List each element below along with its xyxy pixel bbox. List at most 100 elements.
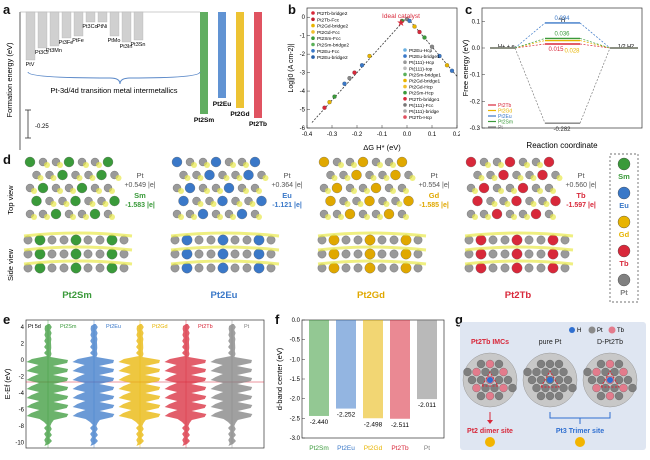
- panel-e-ylabel: E-Ef (eV): [3, 368, 12, 399]
- d-legend-text: Pt: [620, 288, 628, 297]
- b-legend-marker: [311, 36, 315, 40]
- e-label: Pt 5d: [28, 324, 41, 330]
- e-label: Pt2Eu: [106, 324, 121, 330]
- b-legend-marker: [403, 90, 407, 95]
- b-legend-text: Pt2Eu-bridge1: [409, 54, 440, 60]
- d-pt-charge: +0.549 |e|: [124, 182, 155, 189]
- panel-a-caption: Pt-3d/4d transition metal intermetallics: [50, 86, 177, 95]
- b-ytick: -1: [300, 34, 306, 40]
- f-bar-value: -2.440: [310, 419, 329, 426]
- b-legend-text: Pt(111)-Fcc: [409, 103, 434, 109]
- g-emoji-left: [485, 437, 495, 447]
- c-yticks: 0.1 0.0 -0.1 -0.2 -0.3: [470, 19, 485, 132]
- b-xtick: 0.1: [428, 132, 437, 138]
- ideal-catalyst-label: Ideal catalyst: [382, 13, 420, 20]
- c-value-label: 0.094: [554, 16, 570, 22]
- b-point: [422, 35, 427, 40]
- b-legend-marker: [311, 11, 315, 15]
- f-bar: [417, 320, 437, 400]
- f-ytick: -1.0: [290, 357, 301, 363]
- e-ytick: 2: [21, 342, 25, 348]
- e-ytick: 0: [21, 358, 25, 364]
- panel-a-scale: -0.25: [35, 124, 49, 130]
- d-legend-atom: [617, 157, 631, 171]
- grey-bar: [97, 11, 108, 23]
- b-legend-text: Pt2Tb-Fcc: [317, 17, 340, 23]
- panel-g-label: g: [455, 312, 463, 327]
- f-category: Pt2Eu: [337, 445, 355, 452]
- d-re-label: Eu: [282, 191, 292, 200]
- g-emoji-right: [575, 437, 585, 447]
- d-legend-atom: [617, 186, 631, 200]
- d-legend-atom: [617, 273, 631, 287]
- grey-bar: [61, 11, 72, 39]
- b-legend-marker: [311, 49, 315, 53]
- d-pt-charge: +0.364 |e|: [271, 182, 302, 189]
- b-legend-text: Pt2Sm-bridge1: [409, 72, 441, 78]
- panel-b-label: b: [288, 2, 296, 17]
- grey-bar-label: PtFe: [72, 38, 84, 44]
- b-legend-marker: [403, 103, 407, 107]
- b-legend-marker: [311, 17, 315, 22]
- f-ytick: -3.0: [290, 436, 301, 442]
- panel-f-label: f: [275, 312, 280, 327]
- c-ytick: 0.0: [472, 46, 481, 52]
- grey-bar-label: PtMo: [108, 38, 121, 44]
- d-pt-label: Pt: [136, 171, 144, 180]
- b-legend-marker: [311, 30, 315, 34]
- c-ytick: 0.1: [472, 19, 481, 25]
- e-label: Pt2Gd: [152, 324, 168, 330]
- g-h-atom: [547, 377, 553, 383]
- b-legend-marker: [403, 84, 407, 89]
- d-re-charge: -1.121 |e|: [272, 202, 302, 209]
- panel-c-ylabel: Free energy (eV): [461, 39, 470, 96]
- d-pt-label: Pt: [283, 171, 291, 180]
- grey-bar: [109, 11, 120, 37]
- b-legend-marker: [403, 54, 407, 58]
- g-site-dimer: Pt2 dimer site: [467, 428, 513, 435]
- grey-bar-label: Pt3Cr: [35, 50, 49, 56]
- b-point: [332, 94, 337, 99]
- f-ytick: -2.5: [290, 416, 301, 422]
- panel-a-label: a: [3, 2, 11, 17]
- c-legend-text: Pt: [498, 125, 503, 131]
- f-bar-value: -2.252: [337, 412, 356, 419]
- b-point: [399, 18, 405, 24]
- e-dos: [26, 320, 253, 448]
- g-clusters: [462, 352, 638, 408]
- b-ytick: -4: [300, 89, 306, 95]
- e-ytick: -2: [19, 375, 25, 381]
- e-dos-shape: [72, 324, 115, 446]
- f-ytick: 0.0: [292, 318, 301, 324]
- d-legend-text: Gd: [619, 230, 630, 239]
- c-ytick: -0.1: [470, 73, 481, 79]
- b-legend-left: Pt2Tb-bridge2Pt2Tb-FccPt2Gd-bridge2Pt2Gd…: [311, 11, 349, 61]
- state-h-plus: H+ + e-: [498, 44, 517, 50]
- e-dos-shape: [118, 324, 161, 446]
- rare-bar: [218, 12, 226, 98]
- g-title-imc: Pt2Tb IMCs: [471, 339, 509, 346]
- b-ytick: -3: [300, 71, 306, 77]
- b-xtick: -0.2: [352, 132, 363, 138]
- panel-c-xlabel: Reaction coordinate: [526, 141, 598, 150]
- b-ytick: -2: [300, 52, 306, 58]
- f-bar: [309, 320, 329, 416]
- e-ytick: -6: [19, 408, 25, 414]
- e-label: Pt2Tb: [198, 324, 213, 330]
- d-legend-atom: [617, 244, 631, 258]
- d-compound-name: Pt2Gd: [357, 290, 385, 301]
- b-legend-text: Pt2Eu-Hcp: [409, 48, 433, 54]
- b-legend-marker: [403, 78, 407, 83]
- b-point: [437, 53, 442, 59]
- rare-bar: [200, 12, 208, 114]
- b-legend-text: Pt(111)-top: [409, 66, 433, 72]
- e-labels: Pt 5d Pt2Sm Pt2Eu Pt2Gd Pt2Tb Pt: [28, 324, 250, 330]
- panel-a-ylabel: Formation energy (eV): [5, 42, 14, 118]
- f-bars: [309, 320, 437, 419]
- rare-bar: [254, 12, 262, 118]
- grey-bar-label: Pt3In: [120, 44, 133, 50]
- b-legend-marker: [403, 48, 407, 52]
- ideal-star-icon: ★: [397, 18, 406, 29]
- rare-bars: [200, 12, 262, 118]
- g-legend-tb: Tb: [617, 328, 625, 334]
